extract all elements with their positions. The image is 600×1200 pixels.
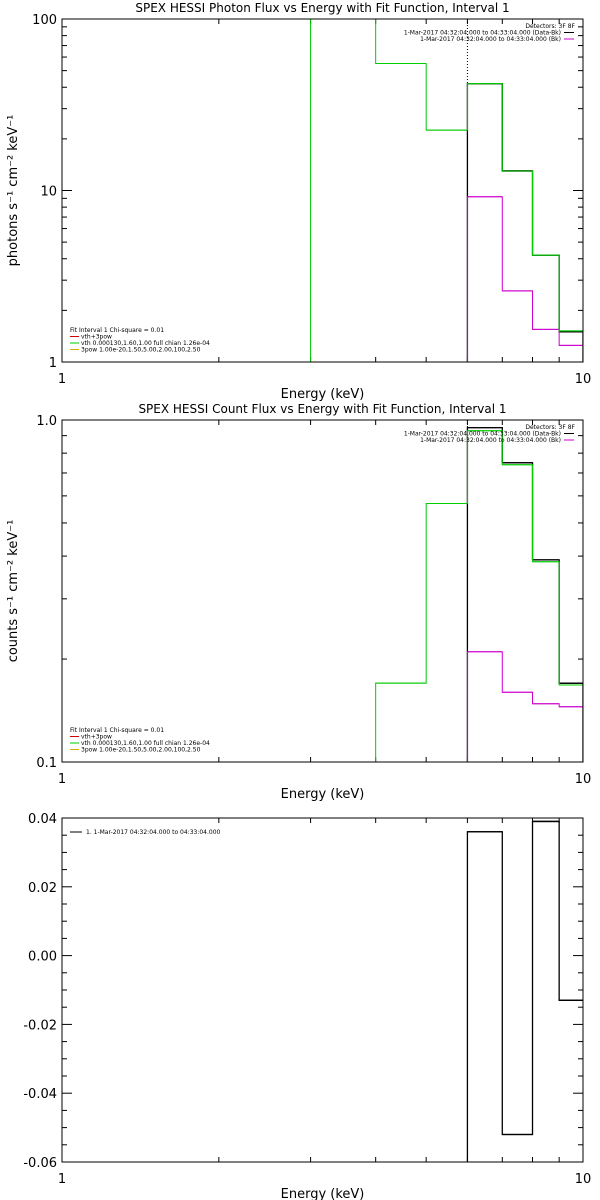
- x-axis-label: Energy (keV): [281, 787, 365, 802]
- y-tick-label: 100: [32, 13, 57, 28]
- chart-title: SPEX HESSI Count Flux vs Energy with Fit…: [138, 402, 506, 416]
- legend-entry-label: 1-Mar-2017 04:32:04.000 to 04:33:04.000 …: [404, 30, 561, 37]
- y-tick-label: 0.00: [28, 950, 57, 965]
- fit-legend-entry-label: vth 0.000130,1.60,1.00 full chian 1.26e-…: [81, 340, 210, 347]
- series-line-1: [466, 820, 583, 1162]
- y-tick-label: 1: [49, 356, 57, 371]
- series-group: [310, 19, 583, 362]
- series-group: [466, 820, 583, 1162]
- x-tick-label: 10: [575, 1172, 592, 1187]
- series-group: [375, 426, 583, 762]
- y-tick-label: 1.0: [36, 414, 57, 429]
- legend-entry-label: 1-Mar-2017 04:32:04.000 to 04:33:04.000 …: [404, 431, 561, 438]
- y-tick-label: -0.02: [23, 1018, 57, 1033]
- legend-entry-label: 1. 1-Mar-2017 04:32:04.000 to 04:33:04.0…: [86, 829, 221, 836]
- y-tick-label: -0.04: [23, 1087, 57, 1102]
- legend-header: Detectors: 3F 8F: [525, 23, 575, 30]
- fit-legend-header: Fit Interval 1 Chi-square = 0.01: [70, 327, 164, 334]
- fit-legend-header: Fit Interval 1 Chi-square = 0.01: [70, 727, 164, 734]
- y-tick-label: 10: [40, 185, 57, 200]
- y-tick-label: 0.1: [36, 756, 57, 771]
- chart-panel-2: SPEX HESSI Count Flux vs Energy with Fit…: [6, 402, 591, 802]
- y-axis-label: counts s⁻¹ cm⁻² keV⁻¹: [6, 520, 21, 663]
- y-tick-label: 0.02: [28, 881, 57, 896]
- x-tick-label: 10: [575, 772, 592, 787]
- chart-title: SPEX HESSI Photon Flux vs Energy with Fi…: [135, 1, 509, 15]
- fit-legend-entry-label: vth 0.000130,1.60,1.00 full chian 1.26e-…: [81, 740, 210, 747]
- y-axis-label: photons s⁻¹ cm⁻² keV⁻¹: [6, 115, 21, 267]
- y-tick-label: 0.04: [28, 812, 57, 827]
- chart-panel-1: SPEX HESSI Photon Flux vs Energy with Fi…: [6, 1, 591, 402]
- x-tick-label: 10: [575, 372, 592, 387]
- series-line-1: [466, 82, 583, 362]
- x-tick-label: 1: [58, 372, 66, 387]
- fit-legend-entry-label: vth+3pow: [81, 734, 112, 741]
- x-tick-label: 1: [58, 772, 66, 787]
- y-tick-label: -0.06: [23, 1156, 57, 1171]
- x-axis-label: Energy (keV): [281, 387, 365, 402]
- plot-frame: [61, 419, 584, 763]
- series-line-1: [466, 426, 583, 762]
- legend-entry-label: 1-Mar-2017 04:32:04.000 to 04:33:04.000 …: [420, 36, 561, 43]
- series-line-2: [466, 196, 583, 362]
- legend-header: Detectors: 3F 8F: [525, 424, 575, 431]
- fit-legend-entry-label: 3pow 1.00e-20,1.50,5.00,2.00,100,2.50: [81, 347, 201, 354]
- series-line-3: [310, 19, 583, 362]
- fit-legend-entry-label: 3pow 1.00e-20,1.50,5.00,2.00,100,2.50: [81, 747, 201, 754]
- plot-frame: [61, 18, 584, 363]
- legend-entry-label: 1-Mar-2017 04:32:04.000 to 04:33:04.000 …: [420, 437, 561, 444]
- x-axis-label: Energy (keV): [281, 1187, 365, 1200]
- x-tick-label: 1: [58, 1172, 66, 1187]
- fit-legend-entry-label: vth+3pow: [81, 334, 112, 341]
- plot-frame: [61, 817, 584, 1163]
- series-line-3: [375, 430, 583, 762]
- chart-panel-3: 1 10 0.04 0.02 0.00 -0.02 -0.04 -0.06 Energy (ke…: [23, 812, 591, 1200]
